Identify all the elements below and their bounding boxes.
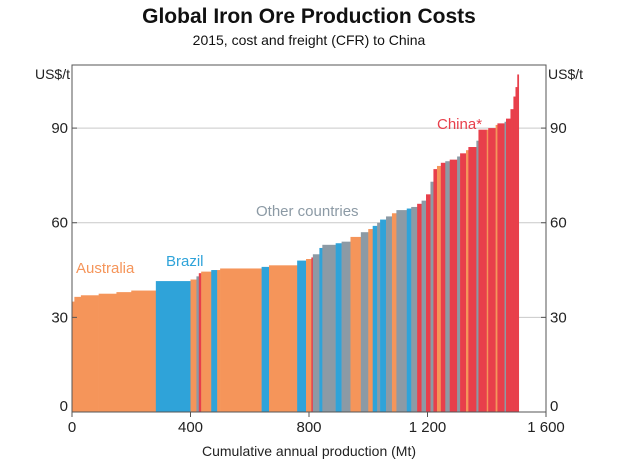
y-ticks-left: 0 30 60 90 [51,120,77,415]
segment-china-58 [515,87,518,412]
segment-other-28 [377,222,381,412]
segment-other-23 [341,241,351,412]
segment-brazil-33 [406,208,412,412]
y-tick-label-right-2: 60 [550,215,567,232]
x-tick-label-1: 400 [178,419,203,436]
segment-australia-24 [350,236,362,412]
segment-australia-31 [391,213,397,412]
chart-title: Global Iron Ore Production Costs [142,5,476,28]
segment-china-47 [468,147,477,412]
annotation-australia: Australia [76,260,135,277]
y-tick-label-left-1: 30 [51,309,68,326]
segment-other-38 [430,181,434,412]
segment-china-45 [460,153,467,412]
segment-other-19 [312,254,320,412]
segment-other-54 [504,121,507,413]
segment-australia-1 [74,296,82,412]
segment-china-37 [426,194,431,412]
chart-subtitle: 2015, cost and freight (CFR) to China [193,32,426,48]
segment-australia-5 [131,290,157,412]
segment-australia-4 [116,292,132,412]
x-tick-label-0: 0 [68,419,76,436]
segment-brazil-14 [261,266,270,412]
segment-china-55 [506,118,511,413]
segment-brazil-16 [297,260,307,412]
y-unit-left: US$/t [35,66,70,82]
segment-brazil-27 [372,225,378,412]
segment-china-59 [517,74,520,413]
segment-other-30 [386,216,393,412]
segment-australia-3 [98,293,117,412]
segment-australia-17 [306,259,312,412]
segment-china-57 [513,96,516,412]
y-tick-label-left-2: 60 [51,215,68,232]
y-unit-right: US$/t [548,66,583,82]
segment-china-9 [198,273,202,412]
segment-australia-2 [80,295,99,412]
segment-china-51 [488,128,496,412]
segment-other-36 [421,200,427,412]
segment-other-42 [445,161,451,412]
segment-china-56 [510,109,514,412]
segment-australia-26 [368,229,373,412]
segment-australia-13 [220,268,262,412]
segment-china-53 [497,123,505,412]
segment-china-18 [311,257,314,412]
annotation-brazil: Brazil [166,253,204,270]
segment-australia-12 [217,270,221,412]
segment-other-44 [457,156,461,412]
production-cost-segments [72,74,520,413]
y-tick-label-right-1: 30 [550,309,567,326]
annotation-china: China* [437,116,482,133]
segment-china-39 [433,169,438,412]
y-tick-label-left-3: 90 [51,120,68,137]
y-tick-label-right-3: 90 [550,120,567,137]
segment-australia-15 [269,265,298,412]
segment-china-49 [478,129,488,412]
segment-other-21 [322,244,336,412]
segment-brazil-11 [211,270,218,412]
y-tick-label-right-0: 0 [550,398,558,415]
segment-australia-40 [436,165,442,412]
segment-australia-0 [72,301,75,412]
segment-australia-10 [201,271,212,412]
segment-other-32 [396,210,408,412]
annotation-other-countries: Other countries [256,203,359,220]
x-tick-label-4: 1 600 [527,419,565,436]
segment-brazil-20 [319,247,323,412]
x-tick-label-3: 1 200 [409,419,447,436]
x-ticks: 0 400 800 1 200 1 600 [68,412,565,436]
x-tick-label-2: 800 [296,419,321,436]
segment-china-41 [440,162,446,412]
segment-australia-50 [486,129,489,412]
segment-australia-46 [466,150,469,412]
segment-other-34 [411,206,418,412]
x-axis-label: Cumulative annual production (Mt) [202,443,416,459]
segment-brazil-29 [380,219,387,412]
segment-australia-52 [495,124,498,412]
y-tick-label-left-0: 0 [60,398,68,415]
segment-other-8 [196,276,200,412]
segment-brazil-6 [155,281,191,412]
segment-china-35 [417,203,422,412]
segment-australia-7 [190,279,197,412]
y-ticks-right: 0 30 60 90 [541,120,567,415]
segment-other-25 [360,232,369,412]
segment-other-48 [476,140,479,412]
segment-china-43 [449,159,458,412]
segment-brazil-22 [335,243,342,412]
